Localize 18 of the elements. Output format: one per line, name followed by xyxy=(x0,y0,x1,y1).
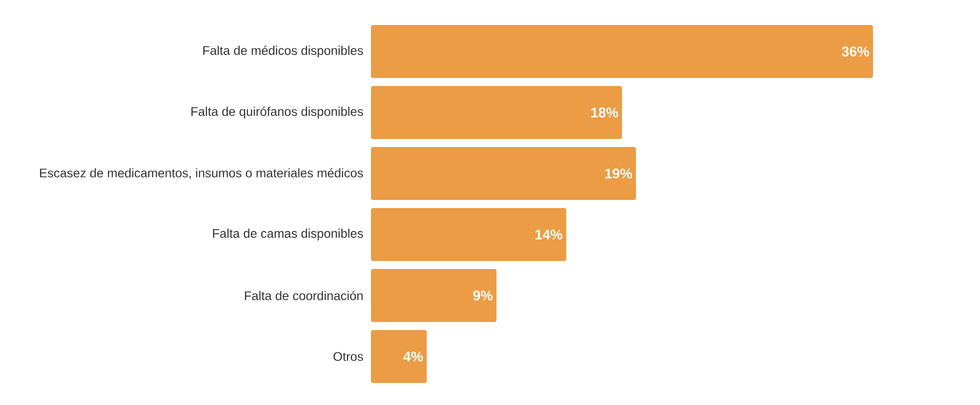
bar xyxy=(371,86,622,140)
y-tick-label: Otros xyxy=(334,352,364,361)
data-label: 9% xyxy=(473,290,493,300)
y-tick-label: Falta de camas disponibles xyxy=(213,228,363,240)
bar xyxy=(371,330,427,384)
y-tick-label: Escasez de medicamentos, insumos o materiales médicos xyxy=(40,168,363,179)
bar xyxy=(371,147,636,200)
data-label: 36% xyxy=(842,46,870,56)
data-label: 19% xyxy=(605,168,632,178)
y-tick-label: Falta de quirófanos disponibles xyxy=(191,106,363,118)
bar xyxy=(371,208,566,262)
data-label: 18% xyxy=(591,108,618,118)
y-tick-label: Falta de coordinación xyxy=(244,290,363,300)
bar xyxy=(371,25,874,78)
bar xyxy=(371,269,497,322)
data-label: 14% xyxy=(536,230,562,240)
y-tick-label: Falta de médicos disponibles xyxy=(203,46,363,58)
data-label: 4% xyxy=(403,352,423,362)
